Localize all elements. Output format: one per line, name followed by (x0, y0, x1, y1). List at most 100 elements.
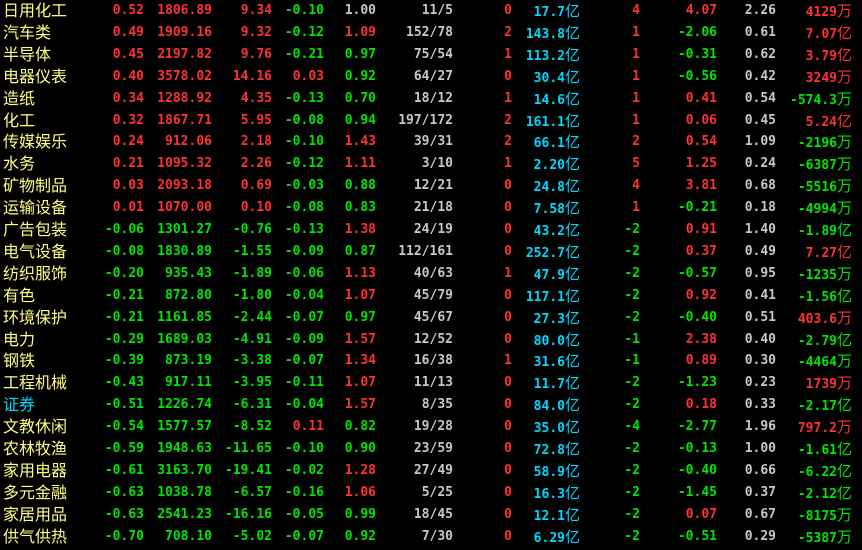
cell-value: 1 (632, 112, 640, 128)
cell-value: -2 (624, 506, 640, 522)
table-row[interactable]: 造纸 0.34 1288.92 4.35 -0.13 0.70 18/12 1 14.6亿 1 0.… (0, 88, 862, 110)
cell-index-price: 1301.27 (157, 219, 212, 241)
cell-value: 1577.57 (157, 419, 212, 435)
table-row[interactable]: 证券 -0.51 1226.74 -6.31 -0.04 1.57 8/35 0 84.0亿 -2… (0, 394, 862, 416)
cell-value: 0.99 (344, 506, 376, 522)
table-row[interactable]: 传媒娱乐 0.24 912.06 2.18 -0.10 1.43 39/31 2 66.1亿 2 0… (0, 131, 862, 153)
sector-name[interactable]: 文教休闲 (3, 417, 68, 437)
table-row[interactable]: 农林牧渔 -0.59 1948.63 -11.65 -0.10 0.90 23/59 0 72.… (0, 438, 862, 460)
sector-name[interactable]: 多元金融 (3, 482, 68, 502)
table-row[interactable]: 家用电器 -0.61 3163.70 -19.41 -0.02 1.28 27/49 0 58.… (0, 460, 862, 482)
cell-net-inflow: -5387万 (798, 526, 852, 548)
sector-name[interactable]: 农林牧渔 (3, 439, 68, 458)
cell-value: 1 (504, 353, 512, 369)
cell-value: -0.13 (284, 90, 324, 106)
table-row[interactable]: 广告包装 -0.06 1301.27 -0.76 -0.13 1.38 24/19 0 43.2… (0, 219, 862, 241)
cell-limit-up-count: 0 (504, 219, 512, 241)
cell-value: 11/13 (413, 375, 453, 391)
sector-name[interactable]: 化工 (3, 110, 36, 130)
sector-name[interactable]: 水务 (3, 154, 36, 174)
cell-index-price: 1948.63 (157, 438, 212, 460)
sector-name[interactable]: 运输设备 (3, 198, 68, 218)
cell-up-down-count: 21/18 (414, 197, 453, 219)
table-row[interactable]: 电力 -0.29 1689.03 -4.91 -0.09 1.57 12/52 0 80.0亿 -… (0, 329, 862, 351)
cell-index-price: 935.43 (165, 263, 212, 285)
cell-value: -0.21 (284, 46, 324, 62)
cell-value: -5.02 (232, 528, 272, 544)
table-row[interactable]: 电器仪表 0.40 3578.02 14.16 0.03 0.92 64/27 0 30.4亿 1… (0, 66, 862, 88)
sector-name[interactable]: 有色 (3, 285, 36, 305)
table-row[interactable]: 电气设备 -0.08 1830.89 -1.55 -0.09 0.87 112/161 0 25… (0, 241, 862, 263)
cell-turnover-rate: 2.26 (745, 0, 776, 22)
sector-name[interactable]: 纺织服饰 (3, 263, 68, 283)
cell-change: -8.52 (233, 416, 272, 438)
unit-label: 万 (836, 133, 852, 152)
table-row[interactable]: 环境保护 -0.21 1161.85 -2.44 -0.07 0.97 45/67 0 27.3… (0, 307, 862, 329)
cell-3day-change: -2.06 (678, 22, 717, 44)
sector-name[interactable]: 广告包装 (3, 220, 68, 239)
cell-value: 0.32 (112, 112, 144, 128)
cell-value: 1739 (805, 377, 837, 393)
cell-value: 1301.27 (157, 222, 212, 237)
sector-name[interactable]: 工程机械 (3, 373, 68, 393)
table-row[interactable]: 有色 -0.21 872.80 -1.80 -0.04 1.07 45/79 0 117.1亿 -… (0, 285, 862, 307)
cell-turnover: 17.7亿 (534, 0, 580, 22)
cell-value: 0 (504, 68, 512, 84)
cell-value: 0.29 (744, 528, 776, 544)
table-row[interactable]: 汽车类 0.49 1909.16 9.32 -0.12 1.09 152/78 2 143.8亿… (0, 22, 862, 44)
sector-name[interactable]: 钢铁 (3, 351, 36, 371)
sector-name[interactable]: 家用电器 (3, 460, 68, 480)
sector-name[interactable]: 电器仪表 (3, 66, 68, 86)
table-row[interactable]: 半导体 0.45 2197.82 9.76 -0.21 0.97 75/54 1 113.2亿 1… (0, 44, 862, 66)
sector-name[interactable]: 电力 (3, 329, 36, 349)
cell-speed: 0.11 (293, 416, 324, 438)
cell-turnover-rate: 0.45 (745, 110, 776, 132)
table-row[interactable]: 工程机械 -0.43 917.11 -3.95 -0.11 1.07 11/13 0 11.7亿… (0, 372, 862, 394)
table-row[interactable]: 日用化工 0.52 1806.89 9.34 -0.10 1.00 11/5 0 17.7亿 4 4… (0, 0, 862, 22)
cell-value: -1.61 (797, 443, 837, 458)
cell-index-price: 1070.00 (157, 197, 212, 219)
cell-value: 7/30 (421, 528, 453, 544)
table-row[interactable]: 多元金融 -0.63 1038.78 -6.57 -0.16 1.06 5/25 0 16.3亿… (0, 482, 862, 504)
sector-name[interactable]: 环境保护 (3, 307, 68, 327)
sector-name[interactable]: 汽车类 (3, 22, 52, 42)
cell-value: -2 (624, 309, 640, 325)
cell-value: -6.22 (797, 464, 837, 480)
table-row[interactable]: 钢铁 -0.39 873.19 -3.38 -0.07 1.34 16/38 1 31.6亿 -1… (0, 350, 862, 372)
cell-value: -2 (624, 287, 640, 303)
sector-name[interactable]: 家居用品 (3, 504, 68, 524)
sector-name[interactable]: 传媒娱乐 (3, 132, 68, 152)
table-row[interactable]: 矿物制品 0.03 2093.18 0.69 -0.03 0.88 12/21 0 24.8亿 4… (0, 175, 862, 197)
table-row[interactable]: 化工 0.32 1867.71 5.95 -0.08 0.94 197/172 2 161.1亿… (0, 110, 862, 132)
cell-value: -0.06 (284, 265, 324, 281)
cell-value: 2 (504, 24, 512, 40)
cell-value: 0.18 (685, 397, 717, 413)
table-row[interactable]: 纺织服饰 -0.20 935.43 -1.89 -0.06 1.13 40/63 1 47.9亿… (0, 263, 862, 285)
sector-name[interactable]: 日用化工 (3, 1, 68, 20)
cell-value: 1070.00 (157, 200, 212, 216)
sector-name[interactable]: 造纸 (3, 88, 36, 108)
cell-value: 72.8 (533, 443, 565, 458)
table-row[interactable]: 供气供热 -0.70 708.10 -5.02 -0.07 0.92 7/30 0 6.29亿 -… (0, 526, 862, 548)
cell-3day-change: -0.31 (678, 44, 717, 66)
cell-value: -0.04 (284, 287, 324, 303)
cell-up-down-count: 7/30 (422, 526, 453, 548)
unit-label: 亿 (564, 418, 580, 437)
cell-value: -1.23 (677, 375, 717, 391)
cell-value: -1.56 (797, 289, 837, 305)
sector-name[interactable]: 矿物制品 (3, 176, 68, 196)
sector-name[interactable]: 供气供热 (3, 526, 68, 546)
cell-index-price: 872.80 (165, 285, 212, 307)
cell-change: -3.38 (233, 350, 272, 372)
table-row[interactable]: 水务 0.21 1095.32 2.26 -0.12 1.11 3/10 1 2.20亿 5 1.2… (0, 153, 862, 175)
table-row[interactable]: 运输设备 0.01 1070.00 0.10 -0.08 0.83 21/18 0 7.58亿 1… (0, 197, 862, 219)
sector-name[interactable]: 半导体 (3, 44, 52, 64)
sector-name[interactable]: 证券 (3, 395, 36, 415)
table-row[interactable]: 文教休闲 -0.54 1577.57 -8.52 0.11 0.82 19/28 0 35.0亿… (0, 416, 862, 438)
cell-speed: -0.04 (285, 285, 324, 307)
sector-name[interactable]: 电气设备 (3, 241, 68, 261)
cell-volume-ratio: 0.92 (345, 66, 376, 88)
cell-value: 4 (632, 3, 640, 18)
table-row[interactable]: 家居用品 -0.63 2541.23 -16.16 -0.05 0.99 18/45 0 12.… (0, 504, 862, 526)
